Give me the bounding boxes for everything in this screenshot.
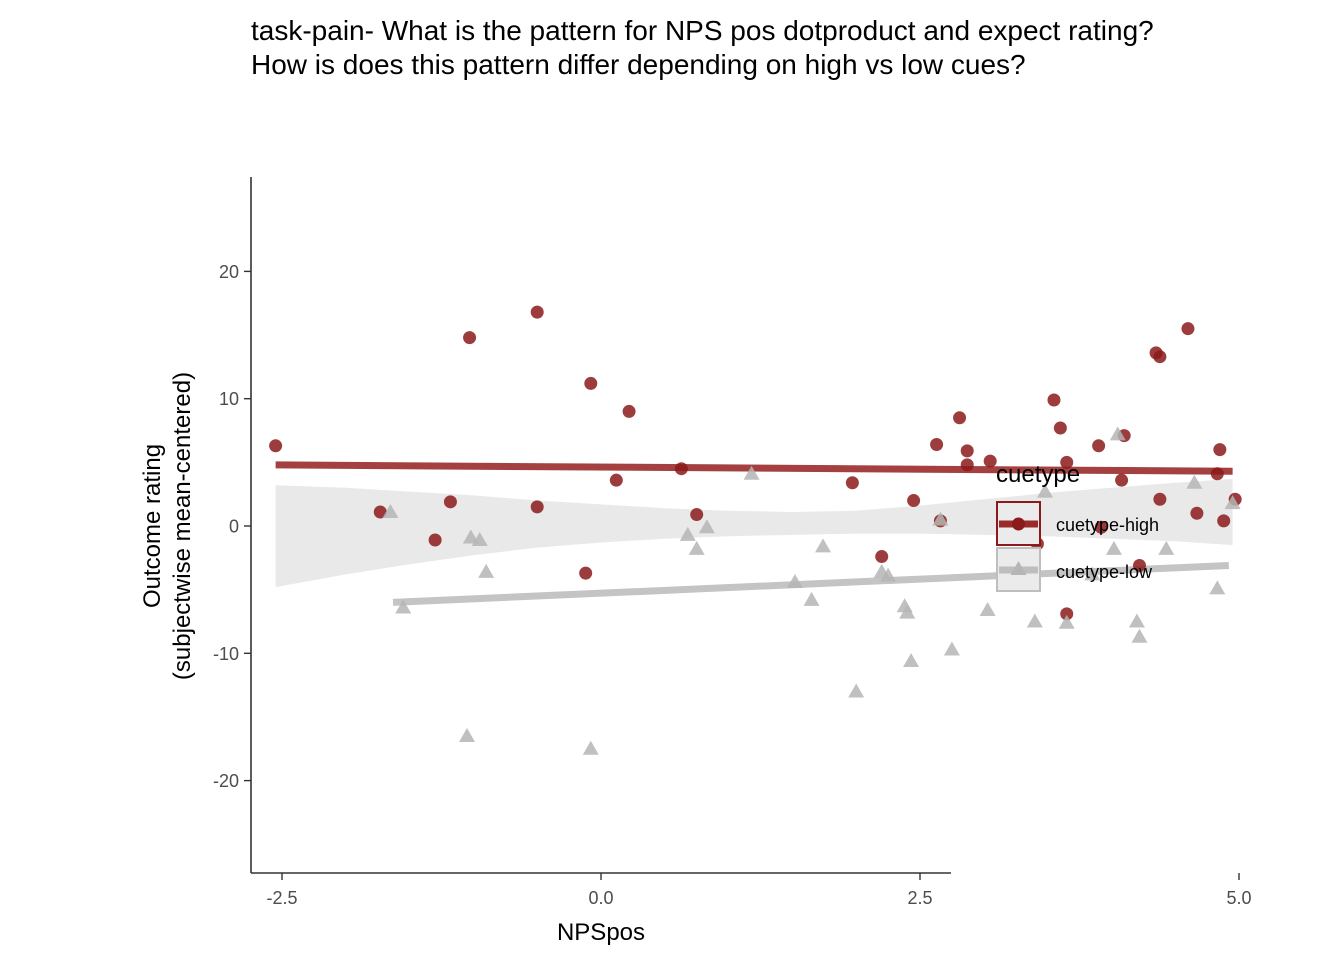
point-high-27 [1092, 439, 1106, 453]
y-axis-title-line-1: Outcome rating [139, 444, 166, 608]
point-low-3 [462, 529, 479, 544]
y-tick-label-2: 0 [229, 517, 239, 537]
point-low-30 [1128, 613, 1145, 628]
point-high-1 [373, 505, 387, 519]
x-tick-label-2: 0.0 [588, 888, 613, 908]
point-high-21 [983, 454, 997, 468]
y-tick-label-3: 10 [219, 389, 239, 409]
point-high-12 [690, 508, 704, 522]
point-low-12 [803, 591, 820, 606]
point-high-26 [1060, 607, 1074, 621]
point-high-39 [1217, 514, 1231, 528]
point-high-36 [1190, 506, 1204, 520]
y-tick-label-1: -10 [213, 644, 239, 664]
point-low-13 [815, 538, 832, 553]
point-low-35 [1224, 495, 1241, 510]
point-high-29 [1115, 473, 1129, 487]
point-low-24 [1026, 613, 1043, 628]
point-high-6 [530, 500, 544, 514]
point-low-33 [1186, 474, 1203, 489]
point-high-11 [674, 462, 688, 476]
point-low-26 [1058, 614, 1075, 629]
point-high-33 [1153, 350, 1167, 364]
point-high-25 [1060, 455, 1074, 469]
point-low-1 [395, 599, 412, 614]
point-low-25 [1037, 483, 1054, 498]
point-high-10 [622, 404, 636, 418]
x-axis-title: NPSpos [557, 919, 645, 946]
point-high-35 [1181, 322, 1195, 336]
point-high-15 [907, 494, 921, 508]
point-high-31 [1132, 558, 1146, 572]
point-high-2 [428, 533, 442, 547]
legend-key-high-marker [1012, 517, 1025, 531]
point-low-21 [943, 641, 960, 656]
point-high-14 [875, 550, 889, 564]
confidence-band [275, 478, 1233, 588]
point-low-29 [1109, 426, 1126, 441]
point-high-37 [1210, 467, 1224, 481]
point-low-11 [786, 574, 803, 589]
point-high-24 [1053, 421, 1067, 435]
point-low-27 [1084, 566, 1101, 581]
legend-label-high: cuetype-high [1056, 515, 1159, 535]
point-high-4 [463, 331, 477, 345]
legend-key-low-marker [1010, 561, 1027, 575]
point-low-18 [899, 604, 916, 619]
point-low-32 [1158, 540, 1175, 555]
y-axis-title-line-2: (subjectwise mean-centered) [169, 372, 196, 680]
confidence-band-layer [275, 478, 1233, 588]
point-low-7 [679, 526, 696, 541]
point-low-20 [932, 511, 949, 526]
point-high-20 [960, 444, 974, 458]
point-low-9 [698, 519, 715, 534]
point-high-38 [1213, 443, 1227, 457]
point-low-4 [471, 532, 488, 547]
x-tick-label-3: 2.5 [907, 888, 932, 908]
point-high-28 [1094, 520, 1108, 534]
point-low-31 [1131, 628, 1148, 643]
point-low-6 [582, 740, 599, 755]
point-low-2 [459, 728, 476, 743]
point-low-22 [979, 602, 996, 617]
point-low-19 [903, 652, 920, 667]
legend: cuetype cuetype-high cuetype-low [996, 461, 1159, 592]
point-low-14 [848, 683, 865, 698]
point-high-16 [930, 438, 944, 452]
point-low-8 [688, 540, 705, 555]
y-tick-label-4: 20 [219, 262, 239, 282]
point-high-34 [1153, 492, 1167, 506]
chart-title-line-1: task-pain- What is the pattern for NPS p… [251, 15, 1154, 46]
x-tick-label-4: 5.0 [1226, 888, 1251, 908]
points-layer [269, 305, 1242, 755]
point-low-10 [743, 465, 760, 480]
chart-title-line-2: How is does this pattern differ dependin… [251, 49, 1026, 80]
legend-label-low: cuetype-low [1056, 562, 1153, 582]
point-high-9 [609, 473, 623, 487]
point-high-5 [530, 305, 544, 319]
point-low-16 [880, 567, 897, 582]
fit-line-high [275, 461, 1233, 475]
y-tick-label-0: -20 [213, 771, 239, 791]
point-high-18 [953, 411, 967, 425]
point-low-0 [382, 503, 399, 518]
point-high-0 [269, 439, 283, 453]
point-high-8 [584, 376, 598, 390]
x-tick-label-1: -2.5 [266, 888, 297, 908]
point-low-28 [1105, 540, 1122, 555]
point-high-13 [845, 476, 859, 490]
legend-title: cuetype [996, 461, 1080, 488]
point-low-5 [478, 563, 495, 578]
point-high-7 [579, 566, 593, 580]
chart-title: task-pain- What is the pattern for NPS p… [251, 14, 1344, 82]
point-high-23 [1047, 393, 1061, 407]
point-high-19 [960, 458, 974, 472]
point-low-34 [1209, 580, 1226, 595]
point-high-3 [443, 495, 457, 509]
